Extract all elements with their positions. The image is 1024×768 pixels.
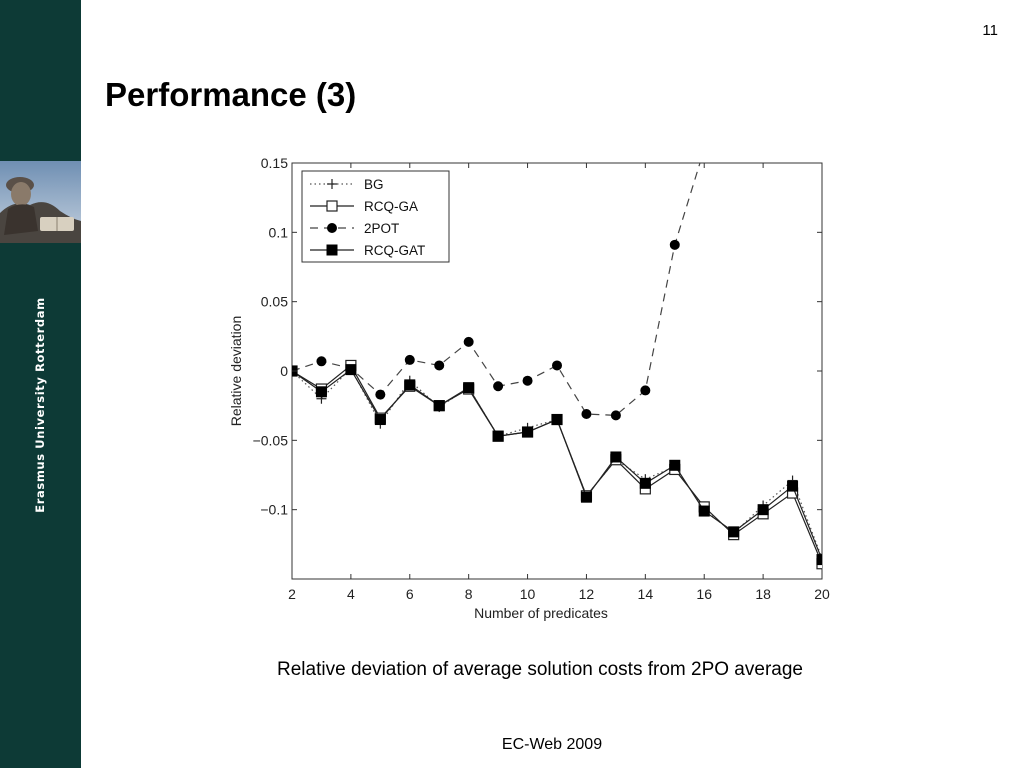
data-point-rcq-gat [757, 504, 769, 516]
erasmus-portrait-icon [0, 161, 81, 243]
data-point-rcq-gat [787, 480, 799, 492]
data-point-rcq-gat [315, 386, 327, 398]
x-tick-label: 20 [814, 586, 830, 602]
legend-marker-bg [327, 179, 337, 189]
legend-label-rcq-gat: RCQ-GAT [364, 243, 425, 258]
data-point-2pot [316, 356, 327, 367]
data-point-rcq-gat [580, 491, 592, 503]
plot-frame [291, 162, 823, 580]
data-point-rcq-gat [522, 426, 534, 438]
x-tick-label: 4 [347, 586, 355, 602]
data-point-rcq-gat [816, 554, 822, 566]
y-tick-label: 0.05 [261, 294, 288, 310]
data-point-2pot [522, 375, 533, 386]
legend-label-2pot: 2POT [364, 221, 399, 236]
data-point-rcq-gat [463, 382, 475, 394]
data-point-rcq-gat [639, 477, 651, 489]
sidebar: Erasmus University Rotterdam [0, 0, 81, 768]
legend-marker-rcq-gat [326, 244, 338, 256]
data-point-rcq-gat [374, 414, 386, 426]
y-tick-label: 0 [280, 363, 288, 379]
data-point-rcq-gat [669, 459, 681, 471]
data-point-2pot [610, 410, 621, 421]
x-tick-label: 2 [288, 586, 296, 602]
y-tick-label: −0.1 [260, 502, 288, 518]
y-tick-label: 0.15 [261, 155, 288, 171]
data-point-rcq-gat [698, 505, 710, 517]
data-point-2pot [640, 385, 651, 396]
x-tick-label: 18 [755, 586, 771, 602]
data-point-rcq-gat [610, 451, 622, 463]
data-point-rcq-gat [728, 526, 740, 538]
series-rcq-gat [292, 364, 822, 566]
data-point-2pot [581, 408, 592, 419]
data-point-rcq-gat [433, 400, 445, 412]
x-axis-label: Number of predicates [474, 605, 608, 621]
legend-marker-rcq-ga [326, 200, 338, 212]
legend-marker-2pot [327, 223, 337, 233]
footer: EC-Web 2009 [501, 736, 603, 753]
x-tick-label: 10 [520, 586, 536, 602]
slide-title: Performance (3) [105, 76, 357, 113]
chart-legend: BG RCQ-GA 2POT RCQ-GAT [301, 170, 450, 263]
data-point-2pot [669, 239, 680, 250]
data-point-rcq-gat [404, 379, 416, 391]
x-tick-label: 8 [465, 586, 473, 602]
data-point-2pot [552, 360, 562, 371]
y-tick-label: 0.1 [269, 224, 289, 240]
data-point-2pot [375, 389, 386, 400]
data-point-rcq-gat [345, 364, 357, 376]
chart-caption: Relative deviation of average solution c… [277, 659, 803, 680]
y-tick-label: −0.05 [253, 432, 289, 448]
x-tick-label: 14 [638, 586, 654, 602]
y-axis-label: Relative deviation [228, 316, 244, 427]
university-name: Erasmus University Rotterdam [33, 297, 47, 513]
data-point-2pot [404, 354, 415, 365]
data-point-2pot [493, 381, 504, 392]
data-point-rcq-gat [551, 414, 563, 426]
data-point-2pot [463, 336, 474, 347]
data-point-rcq-gat [492, 430, 504, 442]
x-tick-label: 12 [579, 586, 595, 602]
data-point-2pot [434, 360, 445, 371]
legend-label-rcq-ga: RCQ-GA [364, 199, 418, 214]
legend-label-bg: BG [364, 177, 384, 192]
x-tick-label: 16 [696, 586, 712, 602]
line-chart: 2 4 6 8 10 12 14 16 18 20 0.15 0.1 0.05 0 −0.05 −0.1 Nu… [228, 155, 830, 621]
page-number: 11 [982, 22, 998, 39]
x-tick-label: 6 [406, 586, 414, 602]
